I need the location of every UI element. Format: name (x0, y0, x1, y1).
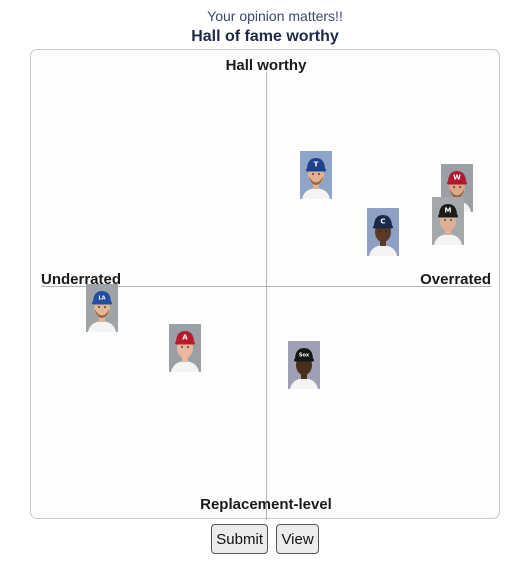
player-card-6[interactable]: A (169, 324, 201, 372)
dodgers-cap-icon: LA (86, 284, 118, 332)
svg-text:A: A (182, 334, 188, 342)
button-bar: Submit View (0, 524, 530, 554)
axis-label-top: Hall worthy (225, 57, 307, 74)
view-button[interactable]: View (276, 524, 319, 554)
axis-label-left: Underrated (41, 271, 122, 288)
svg-text:C: C (380, 218, 385, 226)
vertical-axis (266, 72, 267, 520)
player-card-5[interactable]: LA (86, 284, 118, 332)
axis-label-bottom: Replacement-level (200, 496, 332, 513)
rating-board[interactable]: Hall worthy Replacement-level Underrated… (30, 49, 500, 520)
player-card-7[interactable]: Sox (288, 341, 320, 389)
svg-text:Sox: Sox (299, 353, 310, 359)
page-title: Hall of fame worthy (191, 28, 339, 45)
marlins-cap-icon: M (432, 197, 464, 245)
player-card-3[interactable]: M (432, 197, 464, 245)
angels-cap-icon: A (169, 324, 201, 372)
svg-text:LA: LA (98, 296, 105, 302)
white-sox-cap-icon: Sox (288, 341, 320, 389)
player-card-1[interactable]: T (300, 151, 332, 199)
submit-button[interactable]: Submit (211, 524, 268, 554)
player-card-4[interactable]: C (367, 208, 399, 256)
subtitle: Your opinion matters!! (207, 8, 343, 24)
svg-text:M: M (445, 207, 452, 215)
svg-text:T: T (314, 161, 319, 169)
rangers-cap-icon: T (300, 151, 332, 199)
horizontal-axis (41, 286, 491, 287)
axis-label-right: Overrated (420, 271, 491, 288)
svg-text:W: W (453, 174, 461, 182)
indians-cap-icon: C (367, 208, 399, 256)
